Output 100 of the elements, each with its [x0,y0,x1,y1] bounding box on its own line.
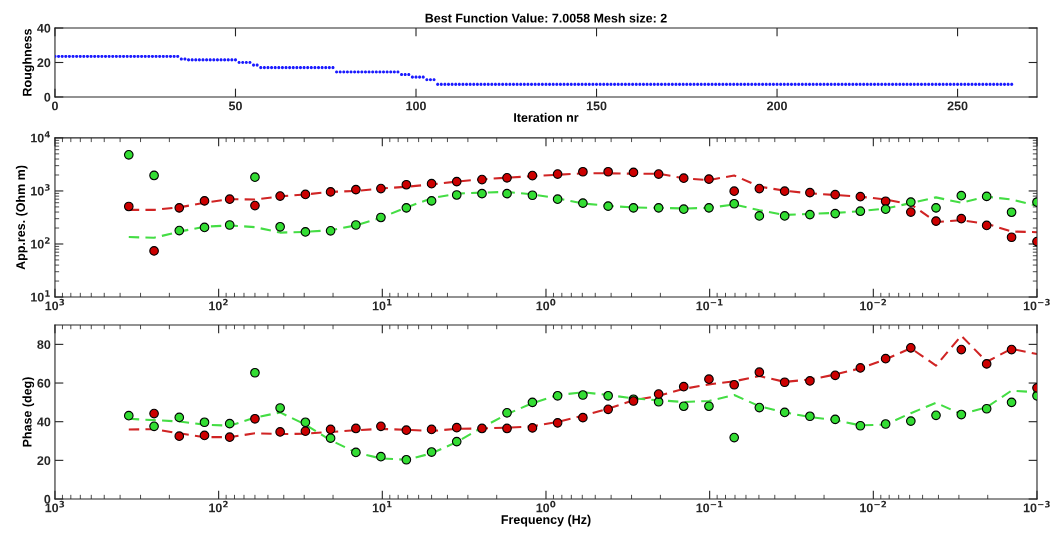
point [426,178,437,189]
point [149,246,159,256]
y-tick-label: 10$^{4}$ [31,131,51,143]
point [905,197,916,207]
point [1006,344,1017,355]
point [779,407,790,418]
point [729,379,740,390]
point [704,374,714,385]
point [754,367,765,378]
y-tick-label: 60 [37,378,51,388]
point [199,196,210,206]
x-tick-label: 150 [586,101,607,111]
point [224,418,235,429]
point [880,204,891,215]
point [351,220,361,230]
point [502,172,512,183]
point [578,198,588,208]
x-axis-title: Frequency (Hz) [501,514,591,527]
x-tick-label: 10$^{0}$ [536,500,556,513]
y-tick-label: 80 [37,340,51,350]
point [805,411,815,422]
x-tick-label: 10$^{1}$ [372,299,392,311]
point [754,211,765,221]
point [880,419,891,429]
point [275,427,285,437]
y-tick-label: 10$^{3}$ [31,184,50,196]
x-tick-label: 10$^{2}$ [209,500,228,513]
point [552,390,563,401]
point [123,201,134,212]
point [527,397,538,408]
point [956,344,967,355]
x-tick-label: 200 [767,101,787,111]
x-tick-label: 10$^{−2}$ [860,298,887,311]
point [779,377,790,388]
point [325,187,336,197]
point [578,390,588,400]
point [149,170,159,181]
y-tick-label: 20 [37,58,51,68]
point [754,402,765,413]
point [956,213,967,224]
point [805,209,815,220]
point [830,208,841,219]
line-series [127,190,1037,239]
point [678,204,689,215]
point [855,206,866,217]
y-tick-label: 40 [37,417,51,427]
point [578,412,588,423]
point [250,172,260,182]
point [376,212,386,223]
point [704,203,714,213]
point [325,433,336,443]
x-tick-label: 10$^{1}$ [372,500,392,513]
point [653,203,664,213]
point [174,412,185,423]
point [527,170,538,181]
point [628,203,639,213]
y-axis-title: App.res. (Ohm m) [15,165,28,270]
point [603,390,613,401]
point [905,207,916,217]
point [603,201,613,211]
point [956,409,967,420]
point [300,189,311,200]
point [830,189,841,200]
point [805,376,815,386]
point [552,418,563,428]
x-tick-label: 10$^{−2}$ [860,500,887,513]
point [250,200,260,211]
x-tick-label: 10$^{−3}$ [1023,500,1050,513]
point [1006,207,1017,218]
point [401,179,412,190]
y-tick-label: 40 [37,23,51,33]
x-tick-label: 10$^{−1}$ [696,500,723,513]
point [552,194,563,205]
point [981,403,992,414]
point [224,432,235,442]
point [956,190,967,201]
chart-title: Best Function Value: 7.0058 Mesh size: 2 [425,13,667,23]
point [779,211,790,221]
point [704,401,714,412]
point [527,423,538,433]
point [653,169,664,179]
point [224,220,235,230]
point [981,220,992,231]
point [754,183,765,194]
point [275,403,285,413]
point [855,191,866,202]
point [855,420,866,431]
x-axis-title: Iteration nr [514,112,579,122]
point [653,389,664,399]
point [880,196,891,207]
point [401,454,412,465]
point [325,226,336,236]
point [351,447,361,458]
point [174,225,185,236]
point [199,417,210,428]
point [376,421,386,432]
point [981,359,992,369]
point [376,451,386,462]
point [1006,397,1017,408]
point [578,166,588,177]
